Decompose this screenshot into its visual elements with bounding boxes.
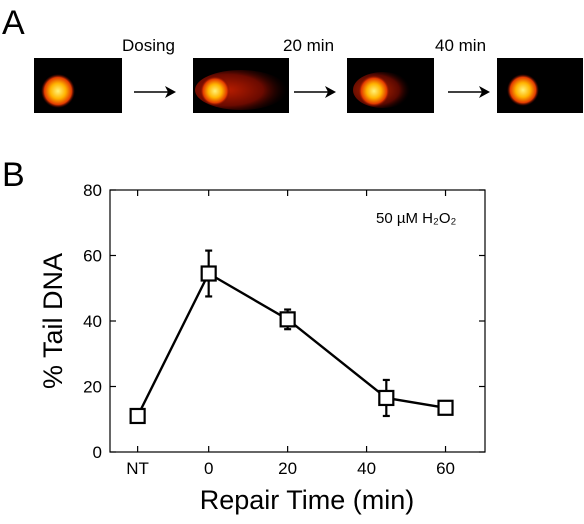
data-point-marker <box>378 389 395 407</box>
x-tick-label: 60 <box>436 459 455 478</box>
panel-b-letter: B <box>2 156 25 194</box>
panel-a-letter: A <box>2 4 25 42</box>
comet-image-20min <box>347 58 434 113</box>
plot-frame <box>109 189 486 453</box>
y-tick-label: 20 <box>83 378 102 397</box>
y-tick-label: 40 <box>83 312 102 331</box>
x-tick-label: 20 <box>278 459 297 478</box>
step-label-dosing: Dosing <box>122 36 175 55</box>
y-tick-label: 60 <box>83 247 102 266</box>
arrow-right-icon <box>294 86 336 98</box>
comet-image-dosing <box>193 58 289 113</box>
data-point-marker <box>279 311 296 328</box>
y-tick-label: 0 <box>93 443 102 462</box>
arrow-right-icon <box>134 86 176 98</box>
step-label-40min: 40 min <box>435 36 487 55</box>
comet-tail-icon <box>195 70 287 110</box>
treatment-annotation: 50 µM H₂O₂ <box>376 210 456 227</box>
comet-image-40min <box>497 58 583 113</box>
comet-head-icon <box>507 74 539 106</box>
comet-head-icon <box>41 74 75 108</box>
x-tick-label: 0 <box>204 459 213 478</box>
comet-tail-icon <box>353 72 413 108</box>
comet-image-untreated <box>34 58 122 113</box>
data-point-marker <box>200 265 217 282</box>
series-tail-dna <box>129 249 454 425</box>
data-point-marker <box>437 399 454 416</box>
x-axis-label: Repair Time (min) <box>200 485 415 515</box>
y-tick-label: 80 <box>83 181 102 200</box>
x-tick-label: 40 <box>357 459 376 478</box>
series-line <box>136 271 446 417</box>
y-axis-label: % Tail DNA <box>38 253 68 389</box>
step-label-20min: 20 min <box>283 36 335 55</box>
x-tick-label: NT <box>126 459 149 478</box>
y-axis-ticks: 0 20 40 60 80 <box>83 181 485 462</box>
data-point-marker <box>129 407 146 425</box>
arrow-right-icon <box>448 86 490 98</box>
x-axis-ticks: NT 0 20 40 60 <box>126 190 455 478</box>
